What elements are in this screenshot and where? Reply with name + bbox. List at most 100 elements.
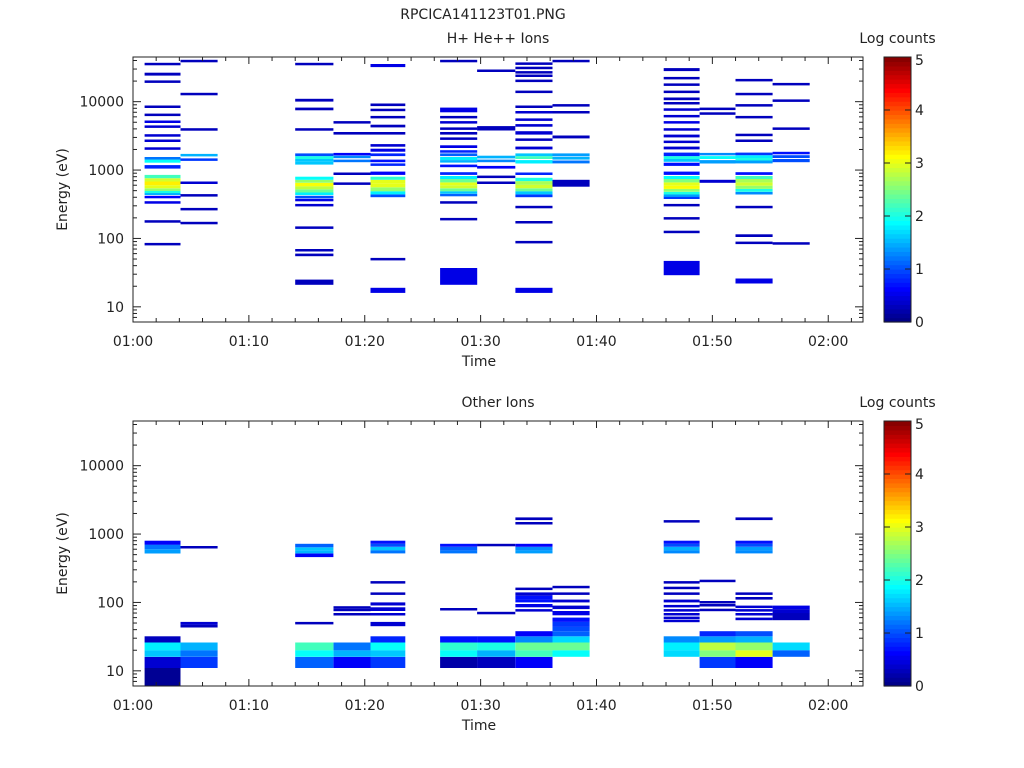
heatmap-cell bbox=[295, 107, 334, 111]
colorbar-segment bbox=[884, 105, 911, 111]
x-tick-label: 01:40 bbox=[576, 698, 616, 714]
heatmap-cell bbox=[772, 82, 810, 86]
y-tick-label: 100 bbox=[97, 231, 124, 247]
heatmap-cell bbox=[515, 74, 553, 77]
colorbar-segment bbox=[884, 246, 911, 252]
colorbar-segment bbox=[884, 127, 911, 133]
heatmap-cell bbox=[295, 161, 334, 165]
heatmap-cell bbox=[295, 547, 334, 551]
colorbar-segment bbox=[884, 580, 911, 586]
colorbar-segment bbox=[884, 220, 911, 226]
heatmap-cell bbox=[333, 606, 371, 609]
heatmap-cell bbox=[440, 608, 478, 611]
heatmap-cell bbox=[515, 194, 553, 198]
colorbar-segment bbox=[884, 260, 911, 266]
colorbar-segment bbox=[884, 597, 911, 603]
heatmap-cell bbox=[772, 650, 810, 657]
y-tick-label: 100 bbox=[97, 595, 124, 611]
heatmap-cell bbox=[144, 656, 181, 668]
heatmap-cell bbox=[515, 71, 553, 74]
heatmap-cell bbox=[735, 78, 773, 82]
heatmap-cell bbox=[370, 540, 406, 544]
heatmap-cell bbox=[735, 605, 773, 609]
colorbar-tick-label: 5 bbox=[915, 417, 924, 433]
heatmap-cell bbox=[515, 221, 553, 224]
colorbar-segment bbox=[884, 136, 911, 142]
heatmap-cell bbox=[144, 72, 181, 76]
colorbar-label: Log counts bbox=[859, 31, 935, 47]
y-tick-label: 10000 bbox=[79, 459, 124, 475]
heatmap-cell bbox=[663, 581, 700, 584]
colorbar-segment bbox=[884, 176, 911, 182]
heatmap-cell bbox=[735, 133, 773, 137]
colorbar-segment bbox=[884, 114, 911, 120]
heatmap-cell bbox=[295, 156, 334, 159]
colorbar-segment bbox=[884, 304, 911, 310]
heatmap-cell bbox=[370, 64, 406, 68]
heatmap-cell bbox=[333, 182, 371, 185]
x-tick-label: 01:50 bbox=[692, 698, 732, 714]
x-tick-label: 01:20 bbox=[345, 698, 385, 714]
colorbar-segment bbox=[884, 264, 911, 270]
heatmap-cell bbox=[333, 132, 371, 135]
heatmap-cell bbox=[440, 636, 478, 643]
heatmap-cell bbox=[295, 159, 334, 162]
heatmap-cells bbox=[144, 59, 810, 293]
heatmap-cell bbox=[180, 656, 218, 668]
colorbar-segment bbox=[884, 299, 911, 305]
colorbar-segment bbox=[884, 557, 911, 563]
colorbar-segment bbox=[884, 238, 911, 244]
heatmap-cell bbox=[477, 656, 516, 668]
heatmap-cell bbox=[440, 185, 478, 189]
colorbar-segment bbox=[884, 207, 911, 213]
heatmap-cell bbox=[663, 613, 700, 616]
heatmap-cell bbox=[370, 183, 406, 188]
heatmap-cell bbox=[515, 160, 553, 164]
colorbar-segment bbox=[884, 229, 911, 235]
colorbar-segment bbox=[884, 668, 911, 674]
y-axis-label: Energy (eV) bbox=[55, 148, 71, 231]
colorbar-segment bbox=[884, 233, 911, 239]
colorbar-tick-label: 1 bbox=[915, 262, 924, 278]
colorbar-segment bbox=[884, 79, 911, 85]
x-tick-label: 01:30 bbox=[460, 698, 500, 714]
heatmap-cell bbox=[663, 217, 700, 220]
heatmap-cell bbox=[552, 605, 590, 610]
heatmap-cell bbox=[735, 191, 773, 195]
panel-other-ions: Other Ions 01:00 01:10 01:20 01:30 01:40 01:50… bbox=[55, 395, 936, 734]
heatmap-cell bbox=[370, 115, 406, 119]
heatmap-cell bbox=[663, 90, 700, 94]
heatmap-cell bbox=[552, 135, 590, 139]
heatmap-cell bbox=[440, 546, 478, 551]
colorbar-tick-label: 3 bbox=[915, 156, 924, 172]
heatmap-cell bbox=[333, 152, 371, 156]
heatmap-cell bbox=[663, 520, 700, 523]
heatmap-cell bbox=[295, 192, 334, 196]
heatmap-cell bbox=[699, 631, 736, 637]
heatmap-cell bbox=[735, 155, 773, 158]
x-axis-label: Time bbox=[461, 354, 496, 370]
colorbar-segment bbox=[884, 659, 911, 665]
heatmap-cell bbox=[515, 522, 553, 525]
heatmap-cell bbox=[663, 604, 700, 608]
heatmap-cell bbox=[370, 656, 406, 668]
heatmap-cell bbox=[180, 624, 218, 628]
heatmap-cell bbox=[663, 636, 700, 643]
colorbar-segment bbox=[884, 535, 911, 541]
heatmap-cell bbox=[477, 181, 516, 184]
colorbar-segment bbox=[884, 224, 911, 230]
heatmap-cell bbox=[699, 152, 736, 156]
heatmap-cell bbox=[370, 163, 406, 166]
colorbar-segment bbox=[884, 92, 911, 98]
heatmap-cell bbox=[515, 105, 553, 108]
heatmap-cell bbox=[440, 153, 478, 157]
heatmap-cells bbox=[144, 517, 810, 686]
heatmap-cell bbox=[440, 145, 478, 148]
heatmap-cell bbox=[477, 126, 516, 131]
heatmap-cell bbox=[663, 642, 700, 651]
x-tick-label: 01:00 bbox=[113, 334, 153, 350]
colorbar-tick-label: 4 bbox=[915, 103, 924, 119]
colorbar-segment bbox=[884, 317, 911, 323]
heatmap-cell bbox=[295, 656, 334, 668]
heatmap-cell bbox=[735, 139, 773, 142]
